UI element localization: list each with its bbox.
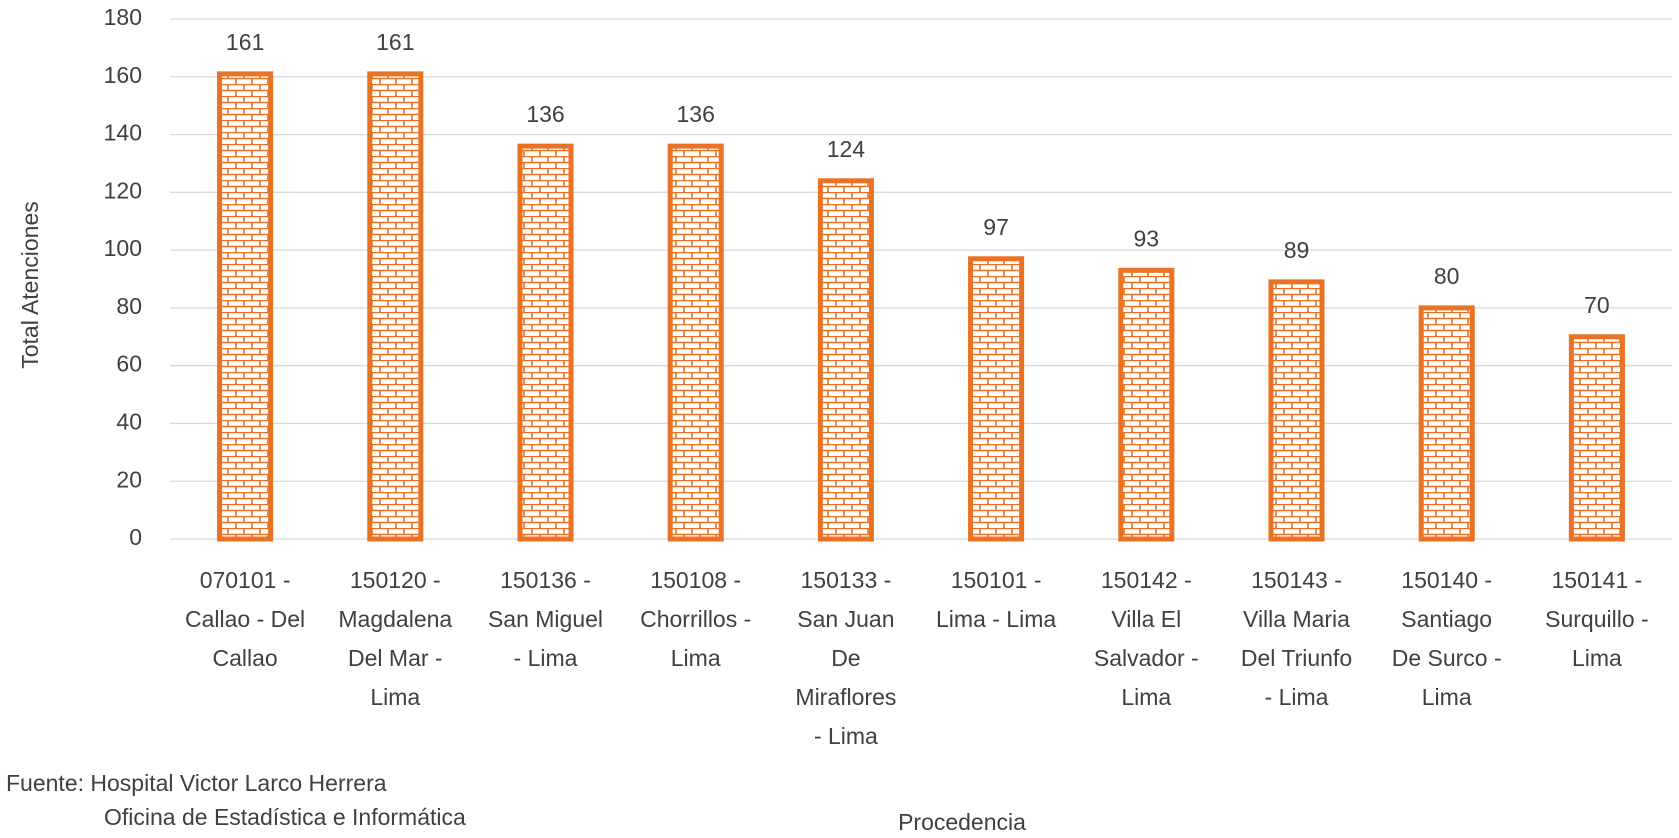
y-tick-label: 20 [116,466,142,492]
x-tick-label: De [831,645,860,671]
y-tick-label: 180 [104,4,142,30]
data-label: 97 [983,214,1009,240]
y-tick-label: 120 [104,177,142,203]
x-tick-label: 150143 - [1251,567,1342,593]
data-label: 89 [1284,237,1310,263]
x-tick-label: - Lima [814,723,878,749]
y-axis-label: Total Atenciones [17,201,43,369]
x-tick-label: Salvador - [1094,645,1199,671]
data-label: 124 [827,136,866,162]
data-label: 161 [226,29,264,55]
data-label: 136 [526,101,564,127]
bar [1568,334,1625,542]
x-tick-label: 150101 - [951,567,1042,593]
x-tick-label: 070101 - [200,567,291,593]
x-tick-label: Magdalena [338,606,452,632]
x-tick-label: 150136 - [500,567,591,593]
x-tick-label: Callao [212,645,277,671]
x-tick-label: 150120 - [350,567,441,593]
x-tick-label: San Juan [797,606,894,632]
x-tick-label: Surquillo - [1545,606,1649,632]
bar [517,143,574,542]
x-tick-label: Callao - Del [185,606,305,632]
x-tick-label: Santiago [1401,606,1492,632]
bar [1418,305,1475,542]
x-tick-label: Chorrillos - [640,606,751,632]
data-label: 136 [677,101,715,127]
x-tick-label: 150140 - [1401,567,1492,593]
data-label: 93 [1134,225,1160,251]
x-tick-label: Villa El [1111,606,1181,632]
y-tick-label: 100 [104,235,142,261]
source: Oficina de Estadística e Informática [104,804,466,830]
data-label: 70 [1584,292,1610,318]
data-label: 161 [376,29,414,55]
bar [1118,267,1175,542]
data-label: 80 [1434,263,1460,289]
x-tick-label: 150108 - [650,567,741,593]
x-axis-label: Procedencia [898,809,1026,835]
x-tick-label: San Miguel [488,606,603,632]
source: Fuente: Hospital Victor Larco Herrera [6,770,387,796]
x-tick-label: Miraflores [795,684,896,710]
x-tick-label: 150141 - [1551,567,1642,593]
x-tick-label: 150133 - [800,567,891,593]
bar [1268,279,1325,542]
y-tick-label: 80 [116,293,142,319]
bar [667,143,724,542]
bar [817,178,874,542]
bar [217,71,274,542]
y-tick-label: 140 [104,120,142,146]
y-tick-label: 0 [129,524,142,550]
x-tick-label: Lima [1121,684,1171,710]
y-tick-label: 60 [116,351,142,377]
x-tick-label: - Lima [514,645,578,671]
x-tick-label: - Lima [1265,684,1329,710]
y-tick-label: 160 [104,62,142,88]
x-tick-label: Villa Maria [1243,606,1350,632]
bar [968,256,1025,542]
x-tick-label: 150142 - [1101,567,1192,593]
x-tick-label: De Surco - [1392,645,1502,671]
x-tick-label: Del Mar - [348,645,443,671]
y-tick-label: 40 [116,409,142,435]
x-tick-label: Lima - Lima [936,606,1056,632]
x-tick-label: Lima [1572,645,1622,671]
bar [367,71,424,542]
x-tick-label: Del Triunfo [1241,645,1352,671]
x-tick-label: Lima [671,645,721,671]
x-tick-label: Lima [1422,684,1472,710]
x-tick-label: Lima [370,684,420,710]
